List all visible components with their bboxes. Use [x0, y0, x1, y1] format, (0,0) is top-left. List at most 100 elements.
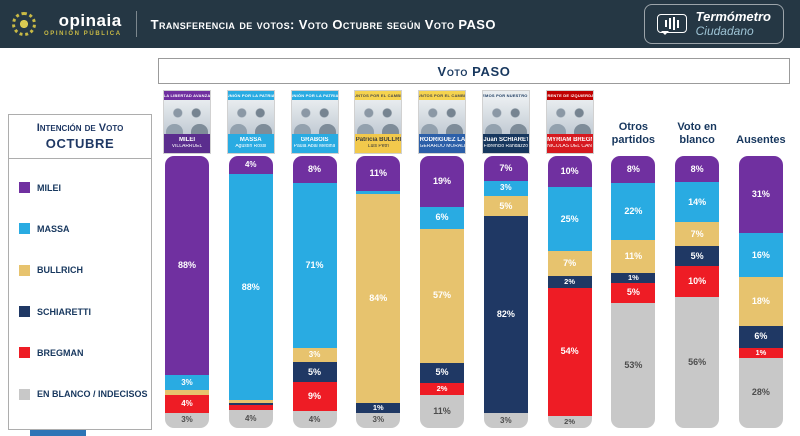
segment-voto-en-blanco-bregman: 10% — [675, 266, 720, 297]
segment-value-label: 4% — [244, 159, 257, 169]
legend-label-bregman: BREGMAN — [37, 347, 84, 358]
chart-area: Voto PASO LA LIBERTAD AVANZA MILEI VILLARR… — [158, 58, 790, 428]
segment-value-label: 25% — [560, 213, 579, 224]
candidate-name: GRABOIS — [300, 137, 329, 144]
brand-text: opinaia OPINIÓN PÚBLICA — [44, 12, 122, 37]
segment-bullrich-schiaretti: 1% — [356, 402, 401, 413]
legend-item-bregman: BREGMAN — [19, 347, 145, 359]
segment-bregman-bregman: 54% — [547, 287, 592, 417]
column-top-otros: Otros partidos — [604, 90, 662, 154]
segment-value-label: 11% — [369, 168, 388, 179]
segment-value-label: 3% — [181, 415, 193, 425]
segment-value-label: 11% — [624, 250, 643, 261]
legend-swatch-milei — [19, 182, 30, 194]
running-mate-name: VILLARRUEL — [171, 144, 203, 150]
candidate-card-grabois: UNIÓN POR LA PATRIA GRABOIS Paula Abal Med… — [290, 90, 339, 154]
segment-bregman-schiaretti: 2% — [547, 275, 592, 288]
segment-voto-en-blanco-bullrich: 7% — [675, 221, 720, 247]
legend-swatch-schiaretti — [19, 306, 30, 318]
segment-value-label: 2% — [436, 384, 448, 394]
chat-bars-icon — [656, 14, 687, 36]
column-ausentes: Ausentes 31% 16% 18% 6% 1% 28% — [732, 90, 790, 428]
legend-label-blanco: EN BLANCO / INDECISOS — [37, 389, 148, 400]
segment-value-label: 3% — [500, 415, 512, 425]
segment-voto-en-blanco-schiaretti: 5% — [675, 246, 720, 267]
stacked-bar-bregman: 10% 25% 7% 2% 54% 2% — [547, 156, 592, 428]
segment-voto-en-blanco-milei: 8% — [675, 156, 720, 183]
segment-schiaretti-en-blanco-indecisos: 3% — [483, 413, 528, 428]
slide-footer-accent — [30, 430, 86, 436]
segment-otros-massa: 22% — [611, 182, 656, 240]
legend-label-massa: MASSA — [37, 223, 70, 234]
candidate-name: Juan SCHIARETTI — [483, 137, 529, 144]
segment-milei-bullrich — [165, 390, 209, 396]
segment-value-label: 53% — [624, 359, 643, 370]
segment-otros-bullrich: 11% — [611, 239, 656, 273]
candidate-card-bullrich: JUNTOS POR EL CAMBIO Patricia BULLRICHLui… — [354, 90, 403, 154]
segment-larreta-bregman: 2% — [420, 382, 465, 395]
segment-bregman-bullrich: 7% — [547, 251, 592, 276]
opinaia-logo-icon — [12, 12, 36, 36]
segment-value-label: 4% — [181, 399, 193, 409]
legend-swatch-bullrich — [19, 264, 30, 276]
candidate-name: MYRIAM BREGMAN — [547, 137, 592, 144]
segment-massa-bregman — [228, 405, 273, 411]
segment-grabois-bullrich: 3% — [292, 347, 337, 363]
candidate-card-larreta: JUNTOS POR EL CAMBIO RODRÍGUEZ LARRETAGER… — [418, 90, 467, 154]
column-top-bullrich: JUNTOS POR EL CAMBIO Patricia BULLRICHLui… — [349, 90, 407, 154]
voto-paso-header: Voto PASO — [158, 58, 790, 84]
segment-value-label: 56% — [688, 356, 707, 367]
segment-bullrich-bullrich: 84% — [356, 193, 401, 403]
legend-item-schiaretti: SCHIARETTI — [19, 306, 145, 318]
segment-value-label: 5% — [435, 367, 449, 378]
segment-grabois-bregman: 9% — [292, 382, 337, 412]
segment-larreta-schiaretti: 5% — [420, 362, 465, 383]
brand-name: opinaia — [58, 10, 122, 30]
card-party-label: UNIÓN POR LA PATRIA — [291, 91, 338, 100]
running-mate-name: Florencio Randazzo — [483, 144, 529, 150]
columns: LA LIBERTAD AVANZA MILEI VILLARRUEL 88% 3% 4%… — [158, 90, 790, 428]
candidate-name: MILEI — [179, 137, 195, 144]
segment-ausentes-massa: 16% — [738, 233, 783, 278]
candidate-name: RODRÍGUEZ LARRETA — [419, 137, 465, 144]
legend-label-schiaretti: SCHIARETTI — [37, 306, 91, 317]
column-top-grabois: UNIÓN POR LA PATRIA GRABOIS Paula Abal Med… — [286, 90, 344, 154]
segment-ausentes-bregman: 1% — [738, 347, 783, 358]
segment-ausentes-milei: 31% — [738, 156, 783, 234]
segment-value-label: 71% — [305, 259, 324, 270]
column-milei: LA LIBERTAD AVANZA MILEI VILLARRUEL 88% 3% 4%… — [158, 90, 216, 428]
segment-grabois-milei: 8% — [292, 156, 337, 183]
candidate-card-milei: LA LIBERTAD AVANZA MILEI VILLARRUEL — [163, 90, 211, 154]
segment-value-label: 8% — [308, 163, 322, 174]
segment-schiaretti-schiaretti: 82% — [483, 216, 528, 414]
stacked-bar-schiaretti: 7% 3% 5% 82% 3% — [483, 156, 528, 428]
running-mate-name: GERARDO MORALES — [419, 144, 465, 150]
segment-voto-en-blanco-massa: 14% — [675, 182, 720, 222]
segment-value-label: 54% — [560, 346, 579, 357]
legend-item-blanco: EN BLANCO / INDECISOS — [19, 388, 148, 400]
candidate-name: Patricia BULLRICH — [355, 137, 401, 144]
segment-bullrich-massa — [356, 191, 401, 194]
segment-schiaretti-massa: 3% — [483, 181, 528, 196]
running-mate-name: Paula Abal Medina — [293, 144, 336, 150]
segment-value-label: 10% — [560, 166, 579, 177]
voto-paso-label: Voto PASO — [437, 63, 511, 79]
segment-milei-milei: 88% — [165, 156, 209, 376]
candidate-photo — [227, 100, 274, 134]
segment-value-label: 5% — [308, 366, 322, 377]
column-schiaretti: HACEMOS POR NUESTRO PAÍS Juan SCHIARETTIF… — [477, 90, 535, 428]
segment-milei-massa: 3% — [165, 375, 209, 391]
candidate-photo — [291, 100, 338, 134]
segment-milei-bregman: 4% — [165, 395, 209, 413]
segment-value-label: 2% — [564, 417, 576, 427]
segment-value-label: 5% — [690, 250, 704, 261]
segment-value-label: 1% — [627, 273, 639, 283]
legend-label-bullrich: BULLRICH — [37, 265, 83, 276]
column-grabois: UNIÓN POR LA PATRIA GRABOIS Paula Abal Med… — [286, 90, 344, 428]
segment-value-label: 4% — [308, 414, 321, 424]
card-party-label: LA LIBERTAD AVANZA — [164, 91, 210, 100]
running-mate-name: NICOLÁS DEL CAÑO — [547, 144, 593, 150]
candidate-name: MASSA — [239, 137, 262, 144]
segment-bregman-en-blanco-indecisos: 2% — [547, 416, 592, 428]
